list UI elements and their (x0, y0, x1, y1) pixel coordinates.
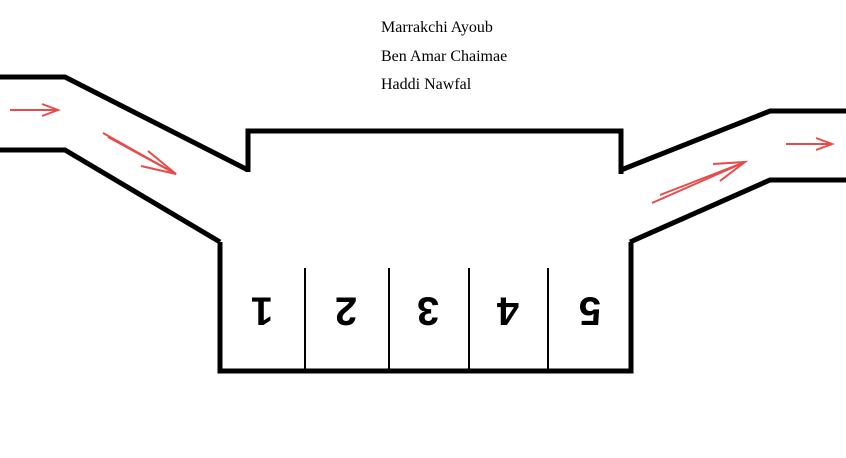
slot-number-1: 1 (251, 288, 273, 332)
entry-road-bottom-edge (0, 147, 222, 245)
exit-road-top-edge (620, 108, 846, 173)
exit-ramp-arrow (651, 160, 749, 204)
central-block-outline (245, 128, 624, 174)
author-name: Ben Amar Chaimae (381, 47, 508, 65)
entry-road-top-edge (0, 74, 250, 173)
parking-area-outline (217, 242, 634, 374)
slot-number-4: 4 (496, 288, 519, 332)
entry-ramp-arrow (102, 132, 177, 175)
exit-road-bottom-edge (628, 177, 846, 245)
slot-number-5: 5 (579, 288, 601, 332)
entry-arrow (10, 103, 61, 117)
slot-number-3: 3 (417, 288, 439, 332)
slot-number-2: 2 (335, 288, 357, 332)
exit-arrow (786, 137, 835, 151)
author-list: Marrakchi Ayoub Ben Amar Chaimae Haddi N… (381, 14, 507, 100)
author-name: Haddi Nawfal (381, 76, 472, 93)
author-name: Marrakchi Ayoub (381, 19, 493, 36)
